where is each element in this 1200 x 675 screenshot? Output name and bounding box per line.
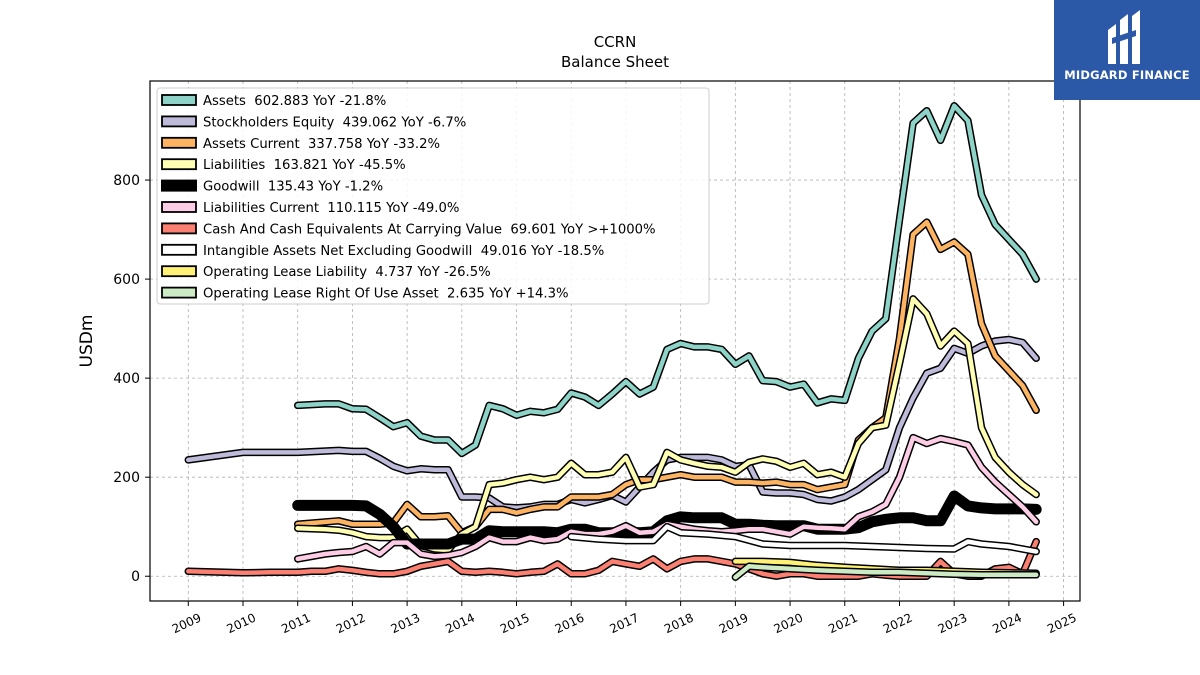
x-tick-label: 2025 xyxy=(1045,611,1079,637)
x-tick-label: 2019 xyxy=(717,611,751,637)
midgard-logo-icon xyxy=(1108,10,1140,64)
brand-name: MIDGARD FINANCE xyxy=(1064,68,1190,82)
x-tick-label: 2009 xyxy=(170,611,204,637)
legend-entry: Operating Lease Liability 4.737 YoY -26.… xyxy=(203,265,491,280)
y-tick-label: 800 xyxy=(113,173,140,189)
legend-swatch xyxy=(161,201,197,213)
series-line-5 xyxy=(295,435,1039,562)
legend-entry: Assets Current 337.758 YoY -33.2% xyxy=(203,137,440,152)
legend-swatch xyxy=(161,243,197,256)
series-line-1 xyxy=(186,337,1039,511)
legend-swatch xyxy=(161,158,197,171)
series-line-9 xyxy=(733,564,1039,580)
chart-title: CCRN xyxy=(594,33,637,51)
legend-swatch xyxy=(161,94,197,106)
x-tick-label: 2021 xyxy=(826,611,860,637)
x-tick-label: 2016 xyxy=(553,611,587,637)
x-tick-label: 2023 xyxy=(936,611,970,637)
brand-logo: MIDGARD FINANCE xyxy=(1054,0,1200,100)
x-tick-label: 2017 xyxy=(607,611,641,637)
legend-swatch xyxy=(161,222,197,235)
x-tick-label: 2022 xyxy=(881,611,915,637)
legend-swatch xyxy=(161,179,197,192)
legend-entry: Liabilities 163.821 YoY -45.5% xyxy=(203,158,406,173)
series-line-0 xyxy=(295,103,1039,456)
y-axis-ticks: 0 200 400 600 800 xyxy=(113,173,150,585)
x-tick-label: 2020 xyxy=(772,611,806,637)
x-tick-label: 2013 xyxy=(389,611,423,637)
series-line-7 xyxy=(568,524,1039,554)
series-outline-1 xyxy=(184,335,1040,512)
series-lines xyxy=(184,102,1042,581)
plot-frame xyxy=(149,80,1081,602)
x-tick-label: 2014 xyxy=(443,611,477,637)
legend-swatch xyxy=(161,286,197,299)
legend-box xyxy=(156,87,710,305)
legend-swatch xyxy=(161,136,197,149)
legend-entry: Goodwill 135.43 YoY -1.2% xyxy=(203,180,383,195)
legend-entry: Stockholders Equity 439.062 YoY -6.7% xyxy=(203,115,466,130)
legend-entry: Intangible Assets Net Excluding Goodwill… xyxy=(203,244,604,259)
legend-entry: Assets 602.883 YoY -21.8% xyxy=(203,94,386,109)
x-tick-label: 2011 xyxy=(279,611,313,637)
legend-entry: Cash And Cash Equivalents At Carrying Va… xyxy=(203,222,656,237)
legend: Assets 602.883 YoY -21.8% Stockholders Eq… xyxy=(156,87,710,305)
chart-subtitle: Balance Sheet xyxy=(561,53,669,71)
x-tick-label: 2010 xyxy=(225,611,259,637)
x-tick-label: 2024 xyxy=(990,611,1024,637)
legend-entry: Operating Lease Right Of Use Asset 2.635… xyxy=(203,287,569,302)
legend-swatch xyxy=(161,115,197,128)
x-tick-label: 2018 xyxy=(662,611,696,637)
y-tick-label: 600 xyxy=(113,272,140,288)
y-axis-label: USDm xyxy=(77,315,97,368)
series-outline-4 xyxy=(292,490,1042,550)
legend-swatch xyxy=(161,265,197,278)
series-line-2 xyxy=(295,219,1039,535)
x-tick-label: 2012 xyxy=(334,611,368,637)
y-tick-label: 400 xyxy=(113,371,140,387)
legend-entry: Liabilities Current 110.115 YoY -49.0% xyxy=(203,201,459,216)
y-tick-label: 0 xyxy=(131,569,140,585)
y-tick-label: 200 xyxy=(113,470,140,486)
x-axis-ticks: 2009 2010 2011 2012 2013 2014 2015 2016 2017 2018… xyxy=(170,601,1079,636)
x-tick-label: 2015 xyxy=(498,611,532,637)
